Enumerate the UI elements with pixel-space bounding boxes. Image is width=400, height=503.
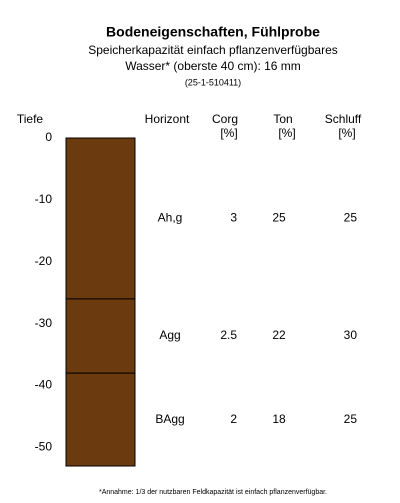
horizon	[65, 372, 136, 467]
horizon	[65, 137, 136, 300]
y-axis-label: Tiefe	[17, 112, 44, 126]
column-unit: [%]	[220, 126, 237, 140]
horizon	[65, 298, 136, 374]
column-header: Ton	[273, 112, 292, 126]
cell-value: 3	[230, 211, 237, 225]
cell-value: 25	[344, 211, 358, 225]
footnote: *Annahme: 1/3 der nutzbaren Feldkapazitä…	[99, 489, 327, 496]
cell-value: 25	[272, 211, 286, 225]
cell-value: 22	[272, 328, 286, 342]
cell-value: 2	[230, 412, 237, 426]
cell-value: 30	[344, 328, 358, 342]
y-tick-label: -20	[35, 254, 53, 268]
subtitle: Speicherkapazität einfach pflanzenverfüg…	[88, 43, 338, 57]
y-tick-label: -10	[35, 192, 53, 206]
column-header: Horizont	[145, 112, 190, 126]
column-unit: [%]	[338, 126, 355, 140]
horizon-name: BAgg	[155, 412, 184, 426]
column-header: Schluff	[325, 112, 362, 126]
subtitle: Wasser* (oberste 40 cm): 16 mm	[125, 59, 301, 73]
cell-value: 25	[344, 412, 358, 426]
y-tick-label: -40	[35, 378, 53, 392]
column-header: Corg	[212, 112, 238, 126]
y-tick-label: -30	[35, 316, 53, 330]
chart-title: Bodeneigenschaften, Fühlprobe	[106, 24, 320, 40]
cell-value: 18	[272, 412, 286, 426]
y-tick-label: -50	[35, 440, 53, 454]
horizon-name: Agg	[159, 328, 180, 342]
cell-value: 2.5	[220, 328, 237, 342]
horizon-name: Ah,g	[158, 211, 183, 225]
column-unit: [%]	[278, 126, 295, 140]
y-tick-label: 0	[45, 130, 52, 144]
code: (25-1-510411)	[185, 77, 241, 87]
